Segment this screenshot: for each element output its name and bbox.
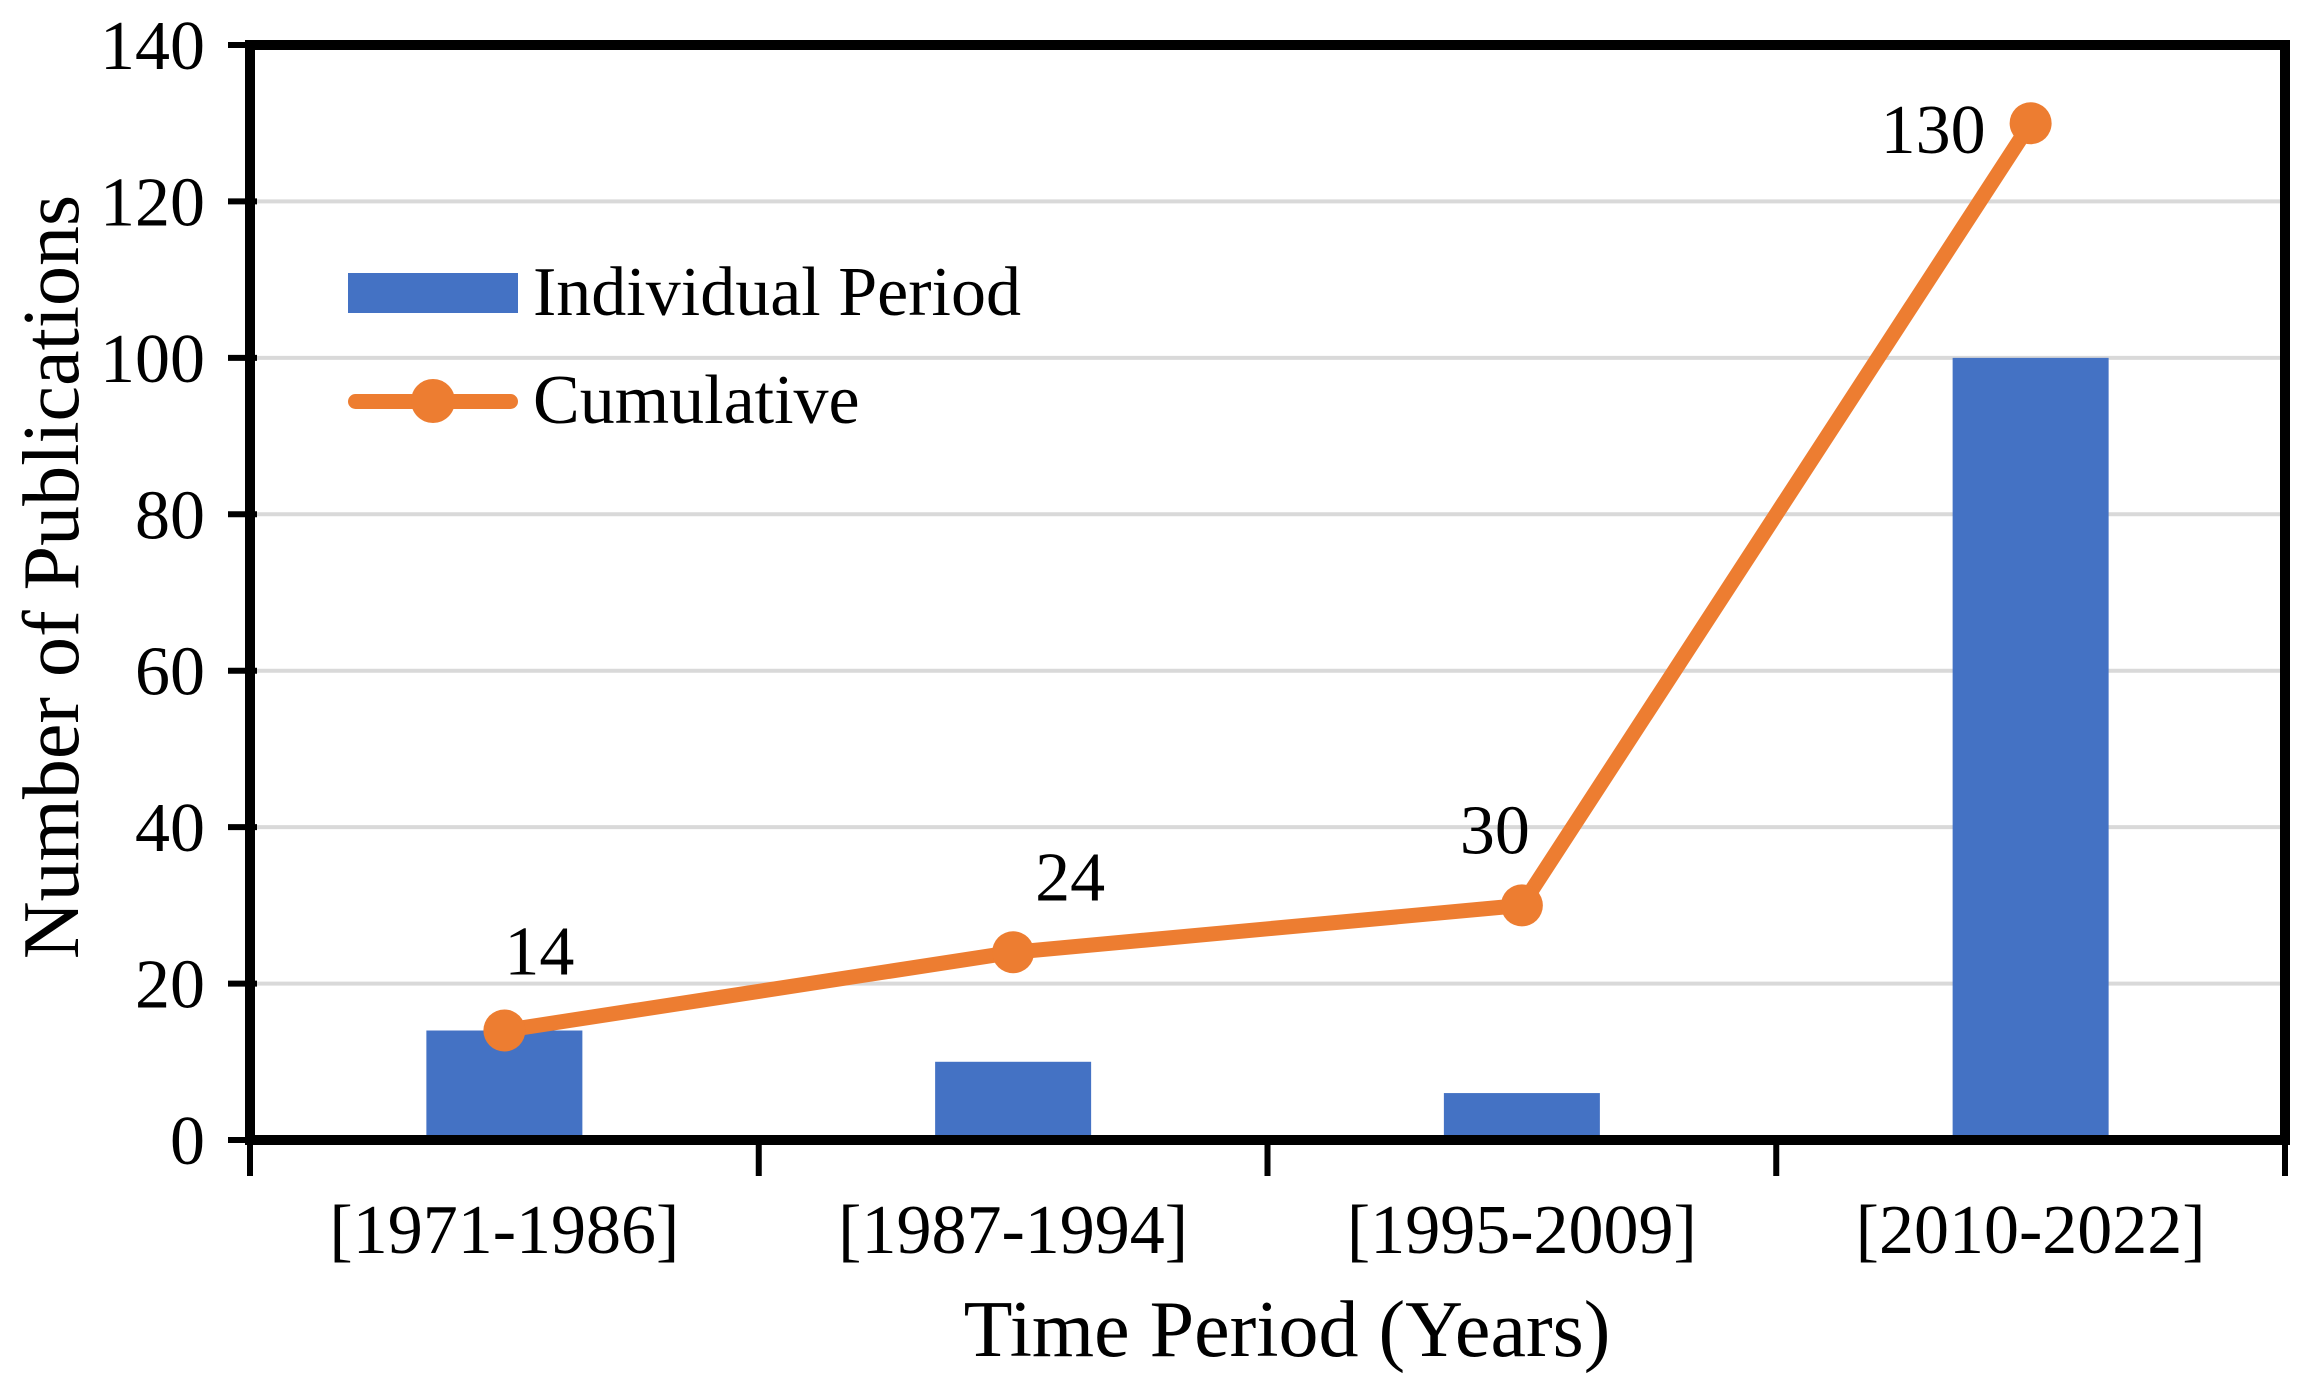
data-label: 24 <box>1035 839 1105 916</box>
y-tick-label: 120 <box>100 164 205 241</box>
bar <box>1443 1093 1600 1140</box>
bar-swatch-icon <box>348 273 518 313</box>
bar <box>1952 357 2109 1140</box>
data-label: 30 <box>1460 792 1530 869</box>
y-tick-label: 60 <box>135 634 205 711</box>
line-marker <box>992 931 1035 974</box>
y-tick-label: 100 <box>100 321 205 398</box>
data-label: 14 <box>504 914 574 991</box>
y-tick-label: 40 <box>135 790 205 867</box>
legend-item-individual-period: Individual Period <box>348 250 1021 336</box>
y-tick-label: 80 <box>135 477 205 554</box>
legend-dot-icon <box>411 379 455 423</box>
line-marker-swatch-icon <box>348 379 518 423</box>
x-category-label: [1987-1994] <box>838 1192 1188 1269</box>
x-category-label: [2010-2022] <box>1856 1192 2206 1269</box>
y-axis-title: Number of Publications <box>8 194 96 960</box>
x-category-label: [1971-1986] <box>329 1192 679 1269</box>
y-tick-label: 140 <box>100 8 205 85</box>
legend-label-cumulative: Cumulative <box>533 362 860 439</box>
line-marker <box>1500 884 1543 927</box>
line-marker <box>2009 102 2052 145</box>
legend-item-cumulative: Cumulative <box>348 358 1021 444</box>
legend: Individual Period Cumulative <box>348 250 1021 444</box>
x-category-label: [1995-2009] <box>1347 1192 1697 1269</box>
x-axis-title: Time Period (Years) <box>963 1286 1611 1374</box>
cumulative-line <box>496 115 2039 1038</box>
y-tick-label: 20 <box>135 947 205 1024</box>
bar <box>935 1061 1092 1140</box>
legend-label-individual-period: Individual Period <box>533 254 1021 331</box>
line-marker <box>483 1009 526 1052</box>
y-tick-label: 0 <box>170 1103 205 1180</box>
data-label: 130 <box>1881 92 1986 169</box>
